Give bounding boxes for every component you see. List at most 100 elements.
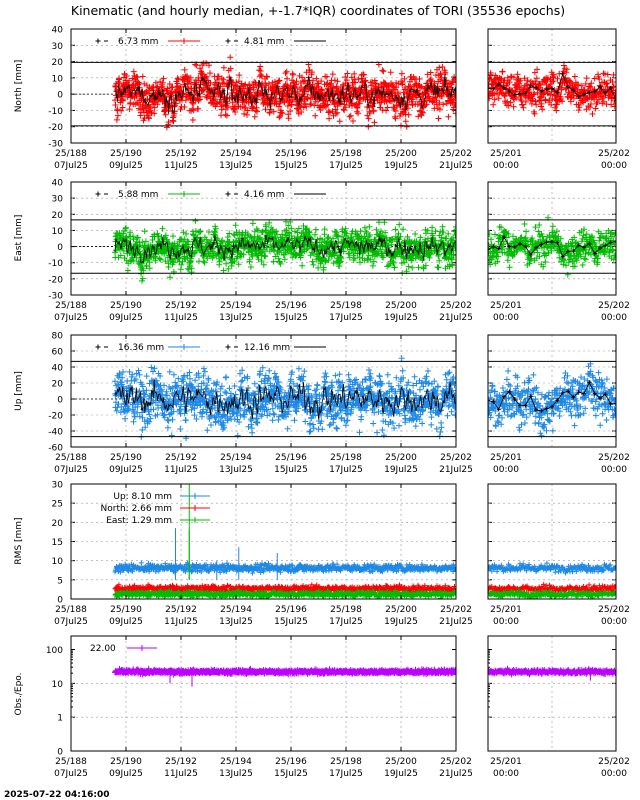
data-point bbox=[251, 380, 258, 387]
y-tick-label: -60 bbox=[48, 444, 63, 454]
data-point bbox=[580, 99, 587, 106]
data-point bbox=[299, 74, 306, 81]
data-point bbox=[192, 377, 199, 384]
data-point bbox=[326, 115, 333, 122]
data-point bbox=[222, 111, 229, 118]
data-point bbox=[155, 233, 162, 239]
data-point bbox=[439, 223, 446, 230]
data-point bbox=[295, 365, 302, 372]
data-point bbox=[249, 105, 256, 112]
y-tick-label: 20 bbox=[52, 58, 64, 68]
data-point bbox=[133, 254, 140, 261]
data-point bbox=[611, 241, 616, 248]
data-point bbox=[156, 255, 163, 262]
data-point bbox=[588, 101, 594, 107]
median-line bbox=[488, 72, 616, 101]
y-tick-label: 60 bbox=[52, 348, 64, 358]
median-point bbox=[614, 98, 616, 103]
data-point bbox=[579, 235, 586, 242]
data-point bbox=[295, 405, 302, 412]
data-point bbox=[209, 97, 216, 104]
y-tick-label: -10 bbox=[48, 107, 63, 117]
data-point bbox=[439, 64, 446, 70]
data-point bbox=[397, 233, 404, 240]
data-point bbox=[173, 383, 180, 390]
x-tick-label: 00:00 bbox=[493, 313, 519, 323]
y-tick-label: -20 bbox=[48, 123, 63, 133]
x-tick-label: 25/196 bbox=[275, 301, 307, 311]
data-point bbox=[391, 113, 398, 120]
data-point bbox=[534, 249, 541, 256]
data-point bbox=[344, 411, 351, 418]
data-point bbox=[438, 74, 445, 81]
data-point bbox=[380, 254, 387, 261]
data-point bbox=[223, 94, 230, 101]
data-point bbox=[524, 77, 531, 84]
data-point bbox=[356, 233, 363, 240]
data-point bbox=[522, 234, 529, 241]
data-point bbox=[284, 411, 291, 418]
data-point bbox=[118, 107, 125, 114]
data-point bbox=[553, 107, 560, 114]
main-plot-area bbox=[112, 217, 456, 284]
data-point bbox=[271, 411, 278, 418]
data-point bbox=[336, 259, 343, 266]
data-point bbox=[306, 229, 313, 236]
data-point bbox=[300, 373, 307, 380]
data-point bbox=[240, 251, 247, 258]
data-point bbox=[292, 253, 299, 259]
data-point bbox=[217, 83, 224, 90]
data-point bbox=[130, 418, 137, 425]
data-point bbox=[531, 69, 538, 76]
x-tick-label: 25/194 bbox=[220, 149, 252, 159]
data-point bbox=[550, 71, 557, 78]
data-point bbox=[284, 425, 291, 432]
data-point bbox=[538, 100, 545, 107]
data-point bbox=[559, 98, 566, 105]
x-tick-label: 25/198 bbox=[330, 149, 362, 159]
data-point bbox=[250, 86, 257, 93]
data-point bbox=[262, 106, 269, 113]
x-tick-label: 25/188 bbox=[55, 301, 87, 311]
data-point bbox=[499, 68, 506, 75]
data-point bbox=[338, 415, 345, 422]
main-plot-area bbox=[112, 355, 456, 442]
data-point bbox=[154, 411, 161, 418]
data-point bbox=[234, 432, 241, 439]
data-point bbox=[159, 225, 166, 232]
x-tick-label: 13Jul25 bbox=[219, 161, 253, 171]
data-point bbox=[200, 365, 207, 372]
data-point bbox=[553, 228, 560, 235]
data-point bbox=[130, 68, 137, 75]
data-point bbox=[288, 101, 295, 108]
data-point bbox=[177, 426, 184, 432]
data-point bbox=[415, 113, 422, 120]
data-point bbox=[270, 258, 277, 265]
data-point bbox=[356, 429, 363, 436]
data-point bbox=[227, 54, 234, 61]
data-point bbox=[187, 375, 193, 382]
data-point bbox=[601, 245, 608, 252]
x-tick-label: 07Jul25 bbox=[54, 161, 88, 171]
data-point bbox=[608, 101, 615, 108]
data-point bbox=[142, 238, 149, 245]
data-point bbox=[536, 222, 543, 228]
data-point bbox=[385, 262, 392, 269]
data-point bbox=[116, 371, 123, 378]
data-point bbox=[418, 108, 425, 115]
data-point bbox=[334, 409, 341, 416]
data-point bbox=[220, 407, 227, 414]
data-point bbox=[322, 257, 329, 264]
data-point bbox=[426, 254, 433, 261]
data-point bbox=[270, 410, 277, 417]
data-point bbox=[588, 80, 595, 87]
data-point bbox=[334, 425, 341, 432]
data-point bbox=[184, 72, 191, 79]
data-point bbox=[563, 85, 570, 92]
data-point bbox=[414, 101, 421, 108]
data-point bbox=[334, 103, 341, 110]
data-point bbox=[320, 403, 326, 410]
data-point bbox=[206, 229, 212, 235]
data-point bbox=[561, 257, 568, 264]
data-point bbox=[400, 226, 407, 233]
